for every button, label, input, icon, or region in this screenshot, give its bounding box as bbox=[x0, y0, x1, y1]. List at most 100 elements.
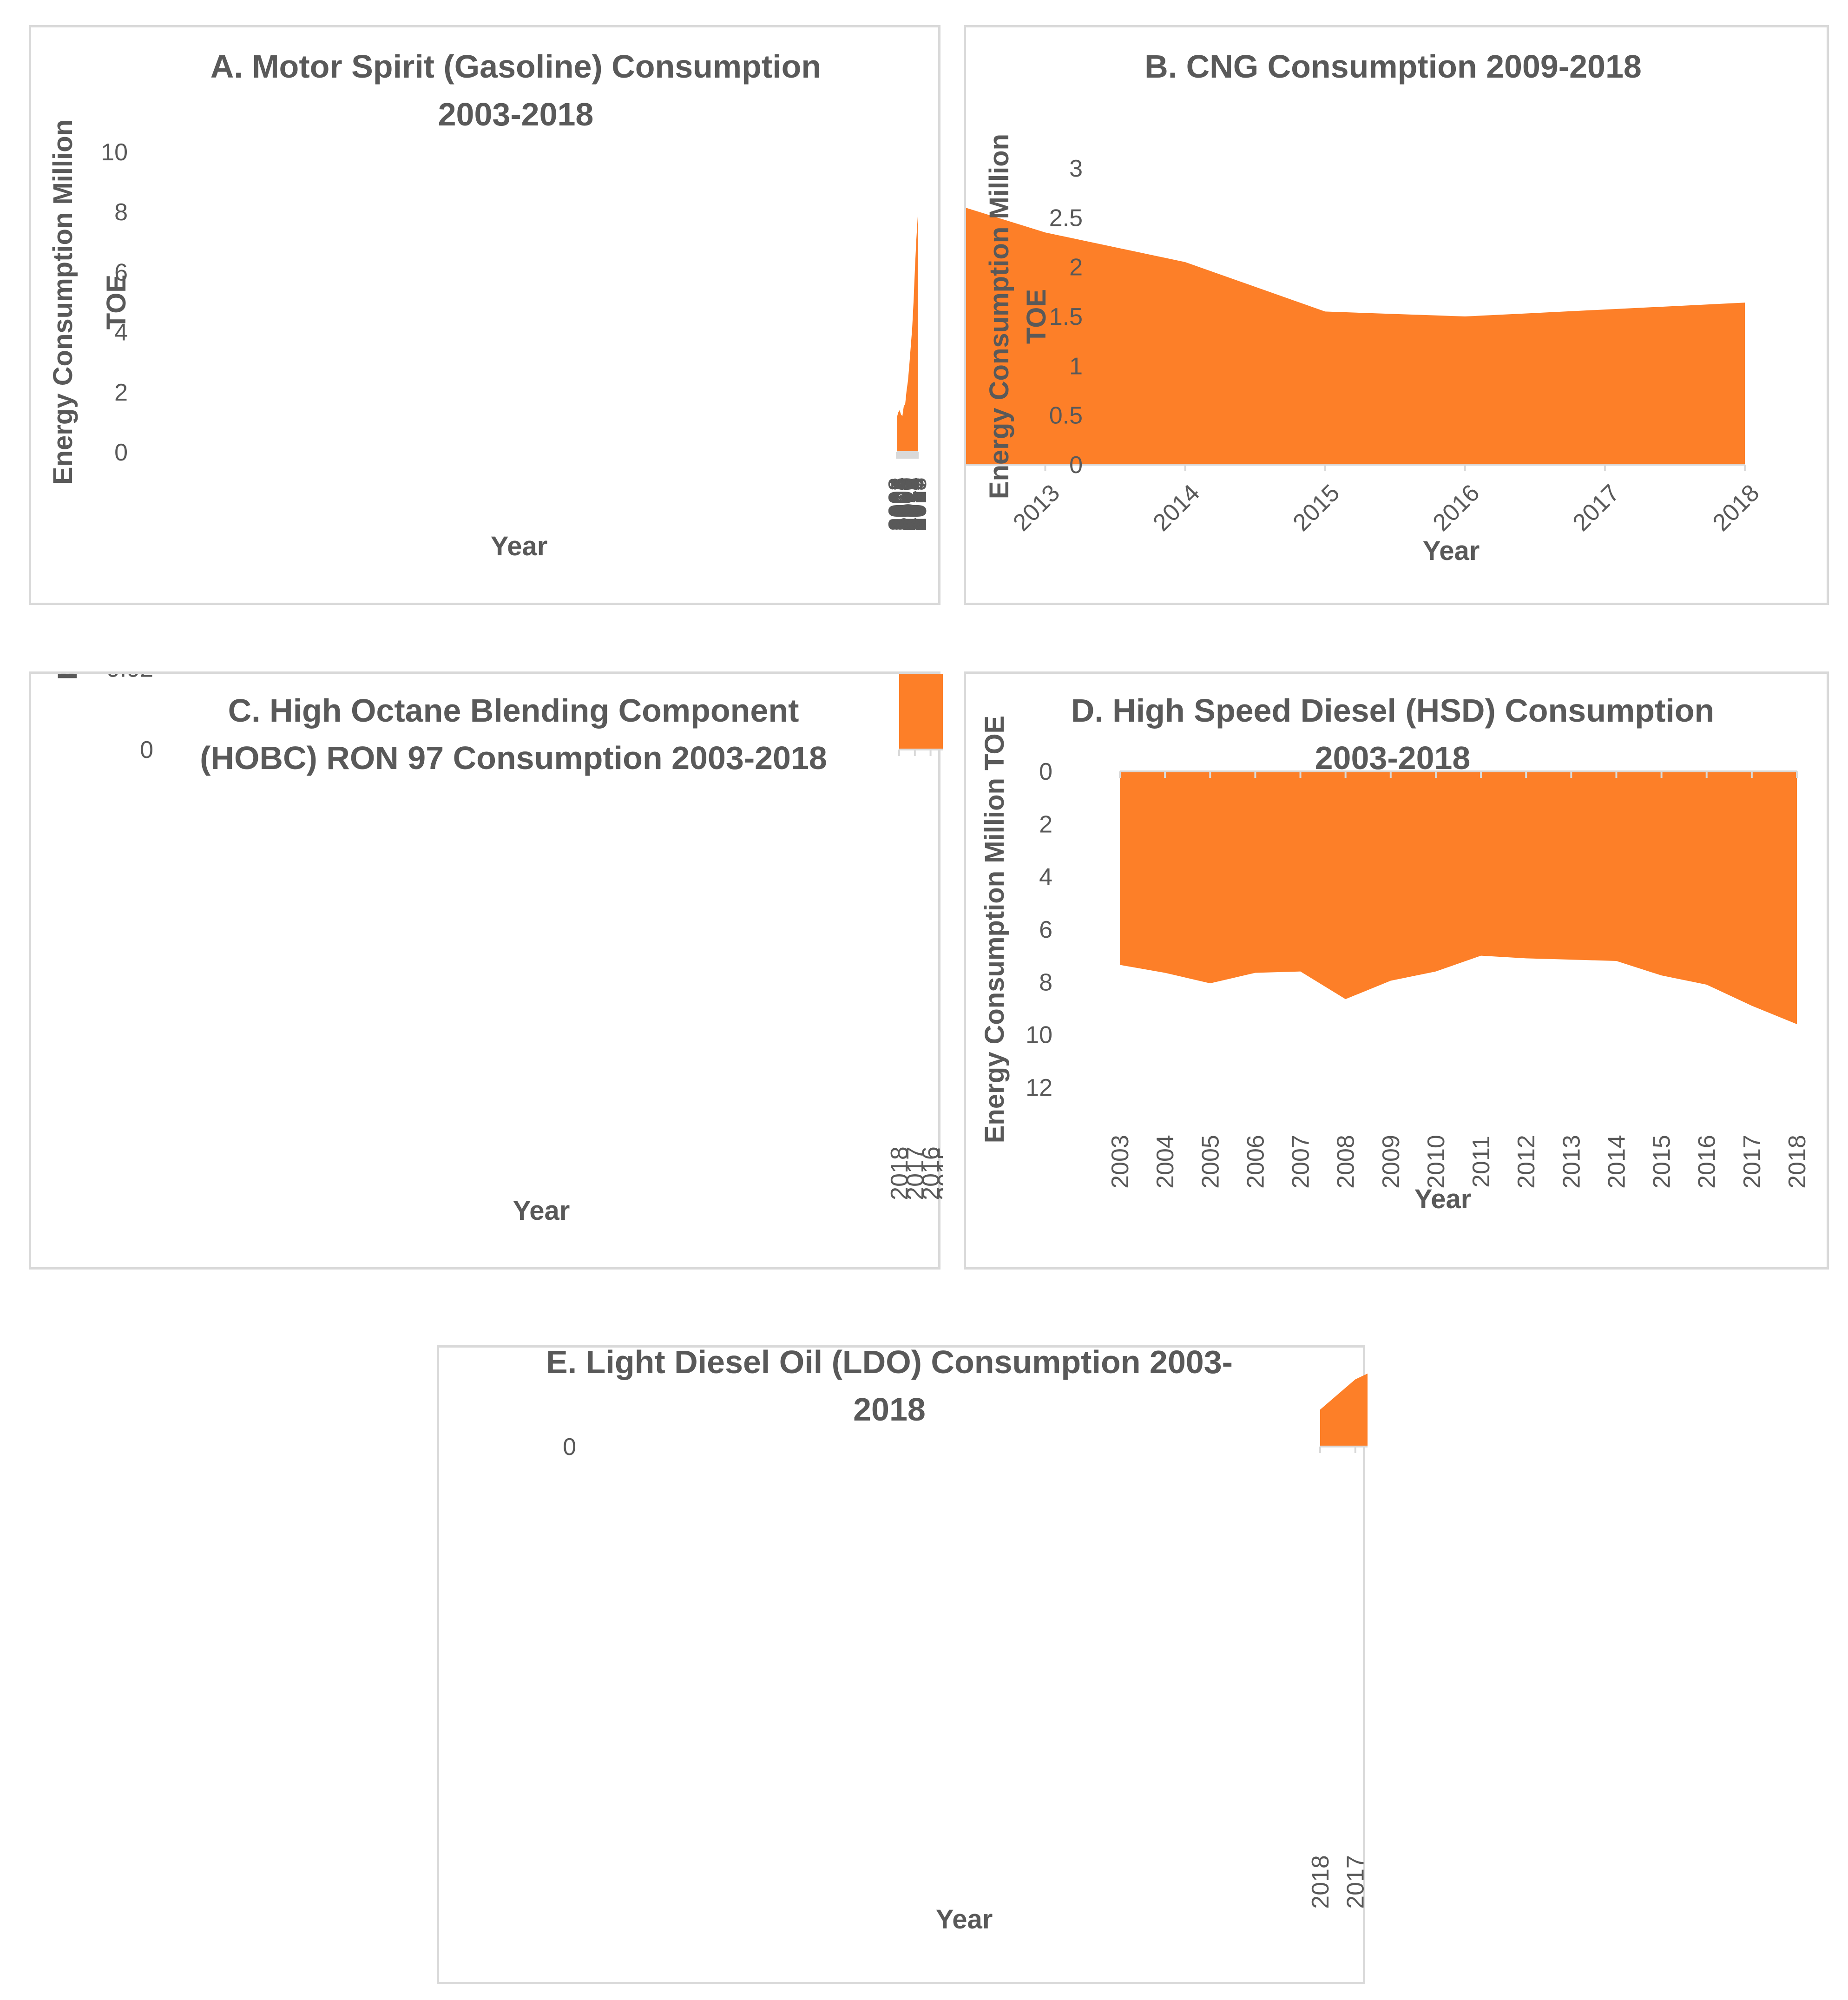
y-axis-label-c-line-1: Energy Consumption Million TOE bbox=[53, 674, 83, 680]
x-tick-d-2017: 2017 bbox=[1739, 1135, 1766, 1189]
y-axis-label-d-line-1: Energy Consumption Million TOE bbox=[980, 716, 1010, 1144]
x-tick-d-2008: 2008 bbox=[1333, 1135, 1360, 1189]
x-tick-d-2007: 2007 bbox=[1288, 1135, 1315, 1189]
y-tick-a-2: 4 bbox=[114, 319, 128, 346]
x-tick-d-2011: 2011 bbox=[1468, 1136, 1495, 1188]
area-series-c bbox=[899, 674, 943, 750]
x-tick-a-2004: 2004 bbox=[885, 477, 912, 531]
x-tick-b-2014: 2014 bbox=[1148, 480, 1205, 537]
y-tick-d-2: 4 bbox=[1039, 864, 1052, 891]
y-tick-a-4: 8 bbox=[114, 199, 128, 226]
chart-panel-a: A. Motor Spirit (Gasoline) Consumption 20… bbox=[29, 25, 940, 605]
chart-title-e-line-1: E. Light Diesel Oil (LDO) Consumption 20… bbox=[546, 1348, 1233, 1380]
x-tick-a-2005: 2005 bbox=[887, 477, 914, 531]
x-tick-d-2006: 2006 bbox=[1242, 1135, 1269, 1189]
area-series-e bbox=[1320, 1373, 1368, 1447]
chart-panel-c: C. High Octane Blending Component (HOBC) … bbox=[29, 671, 943, 1270]
x-axis-label-d: Year bbox=[1414, 1184, 1472, 1214]
y-tick-b-4: 2 bbox=[1069, 254, 1083, 281]
x-tick-d-2003: 2003 bbox=[1107, 1135, 1134, 1189]
x-tick-d-2004: 2004 bbox=[1152, 1135, 1179, 1189]
y-tick-d-0: 0 bbox=[1039, 758, 1052, 785]
y-tick-a-0: 0 bbox=[114, 439, 128, 466]
chart-title-c-line-2: (HOBC) RON 97 Consumption 2003-2018 bbox=[200, 740, 827, 776]
chart-panel-b: B. CNG Consumption 2009-2018 0 0.5 1 1.5 2 2.5… bbox=[964, 25, 1829, 605]
y-tick-c-1: 0.02 bbox=[106, 674, 153, 683]
chart-svg-b: B. CNG Consumption 2009-2018 0 0.5 1 1.5 2 2.5… bbox=[966, 48, 1765, 566]
y-tick-b-3: 1.5 bbox=[1049, 303, 1083, 330]
y-tick-b-6: 3 bbox=[1069, 155, 1083, 182]
chart-title-a-line-2: 2003-2018 bbox=[438, 96, 594, 132]
y-tick-d-1: 2 bbox=[1039, 811, 1052, 838]
chart-title-e-line-2: 2018 bbox=[853, 1391, 926, 1428]
x-tick-c-2016: 2016 bbox=[918, 1146, 943, 1200]
y-tick-e-0: 0 bbox=[563, 1434, 576, 1461]
x-tick-b-2013: 2013 bbox=[1008, 480, 1065, 537]
x-tick-a-2009: 2009 bbox=[892, 477, 919, 531]
chart-title-c-line-1: C. High Octane Blending Component bbox=[228, 692, 799, 729]
chart-svg-a: A. Motor Spirit (Gasoline) Consumption20… bbox=[48, 48, 932, 561]
chart-title-d-line-2: 2003-2018 bbox=[1315, 740, 1471, 776]
area-series-a bbox=[897, 216, 918, 452]
x-tick-a-2007: 2007 bbox=[889, 477, 916, 531]
x-tick-c-2017: 2017 bbox=[902, 1146, 929, 1200]
x-tick-a-2003: 2003 bbox=[884, 477, 911, 531]
y-tick-a-1: 2 bbox=[114, 379, 128, 406]
y-tick-d-5: 10 bbox=[1026, 1022, 1052, 1049]
x-tick-a-2017: 2017 bbox=[903, 477, 930, 531]
x-tick-d-2010: 2010 bbox=[1423, 1135, 1450, 1189]
x-tick-a-2013: 2013 bbox=[898, 477, 925, 531]
x-tick-a-2016: 2016 bbox=[902, 477, 929, 531]
x-axis-label-b: Year bbox=[1423, 536, 1480, 566]
x-tick-b-2017: 2017 bbox=[1568, 480, 1625, 537]
y-tick-d-4: 8 bbox=[1039, 969, 1052, 996]
x-tick-d-2018: 2018 bbox=[1784, 1135, 1811, 1189]
x-axis-label-a: Year bbox=[491, 531, 548, 561]
y-axis-label-a-line-1: Energy Consumption Million bbox=[48, 119, 78, 485]
y-tick-b-5: 2.5 bbox=[1049, 204, 1083, 231]
chart-title-d-line-1: D. High Speed Diesel (HSD) Consumption bbox=[1071, 692, 1715, 729]
y-axis-label-b-line-1: Energy Consumption Million bbox=[984, 134, 1014, 499]
y-tick-b-1: 0.5 bbox=[1049, 402, 1083, 429]
y-tick-c-0: 0 bbox=[140, 737, 153, 763]
x-tick-d-2016: 2016 bbox=[1694, 1135, 1721, 1189]
y-tick-a-5: 10 bbox=[101, 139, 128, 166]
x-tick-d-2013: 2013 bbox=[1558, 1135, 1585, 1189]
x-tick-c-2015: 2015 bbox=[933, 1146, 943, 1200]
chart-panel-e: E. Light Diesel Oil (LDO) Consumption 20… bbox=[437, 1345, 1368, 1984]
chart-panel-d: D. High Speed Diesel (HSD) Consumption 20… bbox=[964, 671, 1829, 1270]
y-tick-b-2: 1 bbox=[1069, 353, 1083, 380]
x-tick-d-2014: 2014 bbox=[1603, 1135, 1630, 1189]
x-axis-label-e: Year bbox=[936, 1904, 993, 1934]
x-tick-d-2015: 2015 bbox=[1649, 1135, 1676, 1189]
chart-svg-d: D. High Speed Diesel (HSD) Consumption20… bbox=[980, 692, 1811, 1214]
chart-svg-c: C. High Octane Blending Component (HOBC) … bbox=[53, 674, 943, 1226]
x-tick-d-2012: 2012 bbox=[1513, 1135, 1540, 1189]
y-axis-label-a-line-2: TOE bbox=[101, 275, 132, 329]
y-axis-label-b-line-2: TOE bbox=[1021, 289, 1052, 344]
x-axis-label-c: Year bbox=[513, 1196, 570, 1226]
x-tick-a-2018: 2018 bbox=[905, 477, 932, 531]
y-tick-d-6: 12 bbox=[1026, 1074, 1052, 1101]
area-series-b bbox=[966, 208, 1745, 465]
y-tick-a-3: 6 bbox=[114, 259, 128, 286]
x-tick-d-2009: 2009 bbox=[1378, 1135, 1405, 1189]
x-tick-c-2018: 2018 bbox=[886, 1146, 913, 1200]
x-tick-b-2015: 2015 bbox=[1288, 480, 1345, 537]
chart-title-a-line-1: A. Motor Spirit (Gasoline) Consumption bbox=[210, 48, 821, 85]
x-tick-a-2008: 2008 bbox=[891, 477, 918, 531]
x-tick-a-2012: 2012 bbox=[896, 477, 923, 531]
x-tick-b-2016: 2016 bbox=[1428, 480, 1485, 537]
area-series-d bbox=[1120, 771, 1797, 1024]
x-tick-e-2017: 2017 bbox=[1342, 1855, 1368, 1909]
x-tick-d-2005: 2005 bbox=[1197, 1135, 1224, 1189]
x-tick-a-2015: 2015 bbox=[901, 477, 927, 531]
x-tick-a-2010: 2010 bbox=[894, 477, 921, 531]
x-tick-a-2006: 2006 bbox=[888, 477, 915, 531]
chart-title-b-line-1: B. CNG Consumption 2009-2018 bbox=[1144, 48, 1642, 85]
x-tick-a-2014: 2014 bbox=[899, 477, 926, 531]
x-tick-e-2018: 2018 bbox=[1307, 1855, 1334, 1909]
x-tick-b-2018: 2018 bbox=[1708, 480, 1765, 537]
x-tick-a-2011: 2011 bbox=[895, 478, 922, 530]
y-tick-b-0: 0 bbox=[1069, 452, 1083, 479]
